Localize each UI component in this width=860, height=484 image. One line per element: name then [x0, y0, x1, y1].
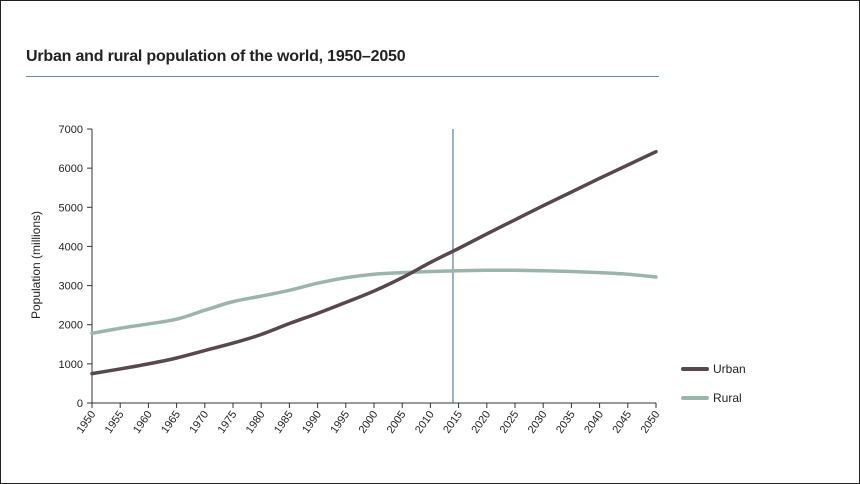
- x-tick-label: 1980: [244, 409, 268, 436]
- x-tick-label: 2045: [610, 409, 634, 436]
- x-tick-label: 1975: [216, 409, 240, 436]
- x-tick-label: 1960: [131, 409, 155, 436]
- x-axis: 1950 1955 1960 1965 1970 1975 1980 1985 1990 1995…: [75, 402, 663, 436]
- x-tick-label: 1955: [103, 409, 127, 436]
- y-tick-label: 6000: [59, 163, 83, 175]
- x-tick-label: 2035: [554, 409, 578, 436]
- x-tick-label: 1985: [272, 409, 296, 436]
- x-tick-label: 2000: [357, 409, 381, 436]
- y-tick-label: 7000: [59, 124, 83, 136]
- legend-label-urban: Urban: [713, 362, 746, 376]
- x-tick-label: 2050: [639, 409, 663, 436]
- x-tick-label: 1995: [328, 409, 352, 436]
- x-tick-label: 2025: [498, 409, 522, 436]
- y-tick-label: 5000: [59, 202, 83, 214]
- chart-title: Urban and rural population of the world,…: [26, 48, 406, 65]
- x-tick-label: 2010: [413, 409, 437, 436]
- x-tick-label: 1970: [187, 409, 211, 436]
- legend: Urban Rural: [681, 362, 746, 405]
- series-line-urban: [90, 149, 658, 376]
- y-tick-label: 0: [77, 398, 83, 410]
- y-tick-label: 3000: [59, 281, 83, 293]
- y-tick-label: 2000: [59, 320, 83, 332]
- x-tick-label: 2005: [385, 409, 409, 436]
- x-tick-label: 1965: [159, 409, 183, 436]
- y-tick-label: 4000: [59, 241, 83, 253]
- title-divider: [26, 76, 659, 77]
- x-tick-label: 2030: [526, 409, 550, 436]
- x-tick-label: 2020: [469, 409, 493, 436]
- y-axis: 0 1000 2000 3000 4000 5000 6000 7000: [59, 124, 93, 410]
- x-tick-label: 1950: [75, 409, 99, 436]
- y-tick-label: 1000: [59, 359, 83, 371]
- x-tick-label: 2040: [582, 409, 606, 436]
- x-tick-label: 1990: [300, 409, 324, 436]
- series-line-rural: [90, 268, 658, 336]
- x-tick-label: 2015: [441, 409, 465, 436]
- y-axis-title: Population (millions): [29, 211, 43, 319]
- series-group: [90, 149, 658, 376]
- legend-label-rural: Rural: [713, 391, 742, 405]
